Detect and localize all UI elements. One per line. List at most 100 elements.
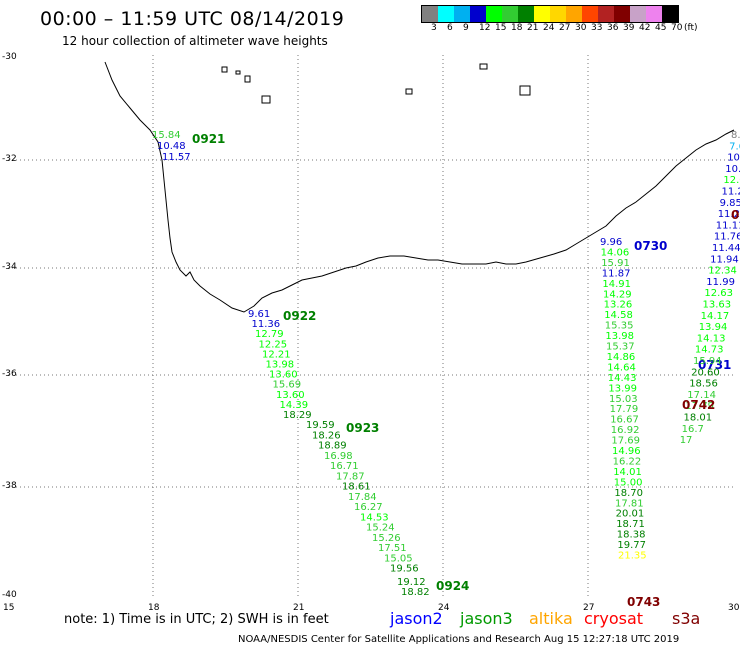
- wave-height-value: 11.99: [706, 277, 735, 288]
- wave-height-value: 17.79: [685, 401, 714, 412]
- wave-height-value: 15.84: [152, 130, 181, 141]
- wave-height-colorbar: [421, 5, 679, 23]
- wave-height-value: 16.22: [613, 456, 642, 467]
- colorbar-label: 45: [655, 23, 667, 33]
- colorbar-swatch: [662, 6, 678, 22]
- wave-height-value: 20.60: [691, 367, 720, 378]
- latitude-label: -32: [2, 154, 17, 164]
- wave-height-value: 16.67: [610, 415, 639, 426]
- wave-height-value: 13.98: [266, 360, 295, 371]
- colorbar-swatch: [534, 6, 550, 22]
- colorbar-label: 70: [671, 23, 683, 33]
- pass-time-label: 0743: [627, 595, 660, 609]
- colorbar-swatch: [582, 6, 598, 22]
- wave-height-value: 13.98: [605, 331, 634, 342]
- wave-height-value: 19.12: [397, 577, 426, 588]
- wave-height-value: 15.91: [601, 258, 630, 269]
- wave-height-value: 18.89: [318, 441, 347, 452]
- wave-height-value: 20.01: [616, 509, 645, 520]
- wave-height-value: 17.81: [615, 498, 644, 509]
- colorbar-swatch: [422, 6, 438, 22]
- colorbar-swatch: [454, 6, 470, 22]
- wave-height-value: 18.26: [312, 430, 341, 441]
- wave-height-value: 10.48: [157, 141, 186, 152]
- colorbar-swatch: [614, 6, 630, 22]
- wave-height-value: 18.01: [684, 413, 713, 424]
- wave-height-value: 14.96: [612, 446, 641, 457]
- credit-line: NOAA/NESDIS Center for Satellite Applica…: [238, 634, 680, 645]
- wave-height-value: 16.71: [330, 461, 359, 472]
- wave-height-value: 14.91: [602, 279, 631, 290]
- wave-height-value: 14.13: [697, 333, 726, 344]
- wave-height-value: 21.35: [618, 551, 647, 562]
- wave-height-value: 16.98: [324, 451, 353, 462]
- wave-height-value: 17.87: [336, 471, 365, 482]
- wave-height-value: 16.27: [354, 502, 383, 513]
- pass-time-label: 0731: [698, 358, 731, 372]
- wave-height-value: 13.63: [703, 300, 732, 311]
- colorbar-label: 12: [479, 23, 491, 33]
- colorbar-label: 3: [431, 23, 437, 33]
- wave-height-value: 11.11: [716, 220, 740, 231]
- wave-height-value: 15.03: [609, 394, 638, 405]
- wave-height-value: 11.76: [714, 232, 740, 243]
- colorbar-swatch: [502, 6, 518, 22]
- wave-height-value: 9.85: [720, 198, 740, 209]
- wave-height-value: 14.29: [603, 289, 632, 300]
- colorbar-label: 24: [543, 23, 555, 33]
- wave-height-value: 14.17: [701, 311, 730, 322]
- wave-height-value: 17.51: [378, 543, 407, 554]
- wave-height-value: 14.01: [613, 467, 642, 478]
- colorbar-label: 33: [591, 23, 603, 33]
- wave-height-value: 16.92: [611, 425, 640, 436]
- wave-height-value: 12.21: [262, 349, 291, 360]
- wave-height-value: 14.53: [360, 512, 389, 523]
- longitude-label: 21: [293, 603, 305, 613]
- longitude-label: 27: [583, 603, 595, 613]
- wave-height-value: 13.94: [699, 322, 728, 333]
- wave-height-value: 11.44: [712, 243, 740, 254]
- legend-jason3: jason3: [460, 609, 513, 628]
- wave-height-value: 15.26: [372, 533, 401, 544]
- wave-height-value: 16.7: [682, 424, 704, 435]
- wave-height-value: 17.84: [348, 492, 377, 503]
- wave-height-value: 11.57: [162, 152, 191, 163]
- wave-height-value: 18.82: [401, 587, 430, 598]
- pass-time-label: 0742: [682, 398, 715, 412]
- legend-cryosat: cryosat: [584, 609, 644, 628]
- wave-height-value: 18.70: [614, 488, 643, 499]
- latitude-label: -38: [2, 481, 17, 491]
- colorbar-label: 42: [639, 23, 651, 33]
- wave-height-value: 11.87: [602, 268, 631, 279]
- wave-height-value: 14.86: [607, 352, 636, 363]
- pass-time-label: 0730: [634, 239, 667, 253]
- colorbar-label: 27: [559, 23, 571, 33]
- wave-height-value: 11.36: [252, 319, 281, 330]
- colorbar-swatch: [630, 6, 646, 22]
- wave-height-value: 12.03: [723, 175, 740, 186]
- colorbar-label: 15: [495, 23, 507, 33]
- wave-height-value: 13.26: [604, 300, 633, 311]
- colorbar-swatch: [566, 6, 582, 22]
- colorbar-label: 18: [511, 23, 523, 33]
- wave-height-value: 9.96: [600, 237, 622, 248]
- wave-height-value: 17.79: [610, 404, 639, 415]
- wave-height-value: 19.59: [306, 420, 335, 431]
- coastline: [104, 61, 735, 313]
- wave-height-value: 15.00: [614, 477, 643, 488]
- latitude-label: -36: [2, 369, 17, 379]
- wave-height-value: 17.69: [611, 436, 640, 447]
- colorbar-swatch: [470, 6, 486, 22]
- colorbar-label: 39: [623, 23, 635, 33]
- longitude-label: 24: [438, 603, 450, 613]
- wave-height-value: 10.72: [727, 153, 740, 164]
- wave-height-value: 14.39: [280, 400, 309, 411]
- colorbar-swatch: [550, 6, 566, 22]
- wave-height-value: 15.69: [273, 380, 302, 391]
- wave-height-value: 17: [680, 435, 693, 446]
- longitude-label: 15: [3, 603, 15, 613]
- wave-height-value: 9.61: [248, 309, 270, 320]
- wave-height-value: 18.29: [283, 410, 312, 421]
- colorbar-swatch: [438, 6, 454, 22]
- wave-height-value: 18.61: [342, 482, 371, 493]
